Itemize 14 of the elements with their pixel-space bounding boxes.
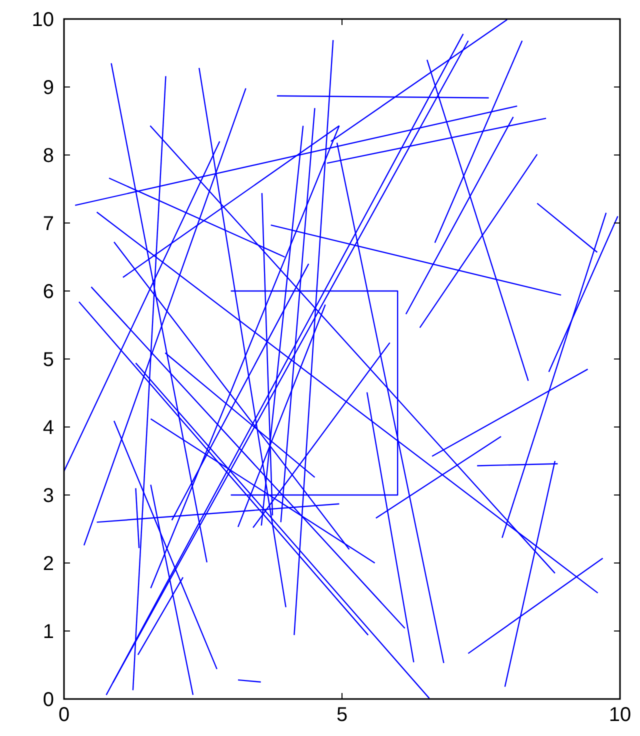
y-tick-label: 3 — [42, 485, 54, 507]
y-tick-label: 5 — [42, 349, 54, 371]
y-tick-label: 8 — [42, 145, 54, 167]
y-tick-label: 9 — [42, 77, 54, 99]
x-tick-label: 5 — [336, 704, 348, 726]
y-tick-label: 4 — [42, 417, 54, 439]
y-tick-label: 10 — [32, 9, 54, 31]
x-tick-label: 10 — [608, 704, 632, 726]
y-tick-label: 6 — [42, 281, 54, 303]
y-tick-label: 2 — [42, 553, 54, 575]
y-tick-label: 7 — [42, 213, 54, 235]
x-tick-label: 0 — [58, 704, 70, 726]
y-tick-label: 0 — [42, 689, 54, 711]
y-tick-label: 1 — [42, 621, 54, 643]
